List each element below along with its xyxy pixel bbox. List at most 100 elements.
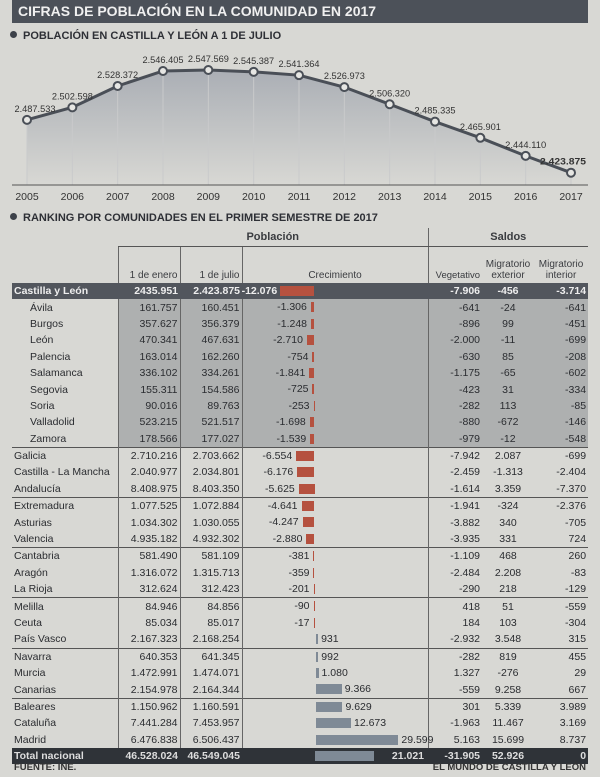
saldo-migratorio-interior: 724 <box>568 533 587 546</box>
growth-value: -253 <box>288 399 310 412</box>
pop-enero: 640.353 <box>117 647 180 665</box>
pop-julio: 4.932.302 <box>179 530 242 548</box>
population-line-chart: 2.487.533 2005 2.502.598 2006 2.528.372 2007 2… <box>12 54 588 203</box>
growth-value: -381 <box>288 550 310 563</box>
saldo-migratorio-exterior: -11 <box>482 332 535 349</box>
table-row: Asturias 1.034.302 1.030.055 -4.247 -3.882 34… <box>12 514 588 531</box>
pop-julio: 1.030.055 <box>179 514 242 531</box>
ranking-table: Población Saldos 1 de enero 1 de julio C… <box>12 228 589 765</box>
table-row: Total nacional 46.528.024 46.549.045 21.021… <box>12 747 589 765</box>
saldo-migratorio-interior: 8.737 <box>559 733 587 746</box>
table-row: Valencia 4.935.182 4.932.302 -2.880 -3.935 33… <box>12 530 588 548</box>
saldo-migratorio-interior: -699 <box>534 332 589 349</box>
growth-cell: 29.599 <box>241 731 434 748</box>
growth-cell: -6.554 <box>241 446 429 465</box>
saldo-vegetativo: -2.459 <box>427 464 483 481</box>
growth-cell: -2.880 <box>241 530 429 548</box>
table-row: Castilla - La Mancha 2.040.977 2.034.801 -6… <box>12 464 588 481</box>
growth-cell: 21.021 <box>242 747 429 765</box>
region-name: Castilla - La Mancha <box>14 466 110 479</box>
pop-julio: 2.164.344 <box>179 681 242 699</box>
saldo-migratorio-interior: -334 <box>534 381 589 398</box>
growth-value: -4.247 <box>268 516 299 529</box>
pop-julio: 2.168.254 <box>179 631 242 649</box>
x-tick-label: 2016 <box>514 191 538 203</box>
saldo-migratorio-interior: -7.370 <box>556 482 587 495</box>
growth-bar <box>297 467 315 478</box>
saldo-vegetativo: -1.941 <box>427 497 483 515</box>
saldo-migratorio-exterior: 15.699 <box>491 733 525 746</box>
saldo-migratorio-interior: -548 <box>534 430 589 448</box>
growth-value: -5.625 <box>264 482 295 495</box>
pop-enero: 523.215 <box>117 414 180 431</box>
growth-value: -2.880 <box>272 532 303 545</box>
table-row: Galicia 2.710.216 2.703.662 -6.554 -7.942 2.0… <box>12 446 589 465</box>
pop-julio: 85.017 <box>179 614 242 632</box>
region-name: León <box>12 332 118 349</box>
growth-value: -12.076 <box>241 285 278 297</box>
pop-enero: 336.102 <box>117 364 180 382</box>
saldo-vegetativo: -1.109 <box>427 547 483 565</box>
growth-bar <box>312 351 315 362</box>
saldo-migratorio-interior: 29 <box>574 667 587 680</box>
saldo-migratorio-exterior: -12 <box>482 430 535 448</box>
growth-cell: -1.306 <box>241 299 429 316</box>
saldo-migratorio-exterior: 85 <box>482 348 535 365</box>
growth-value: 1.080 <box>321 666 348 679</box>
data-point <box>384 99 395 110</box>
growth-cell: 931 <box>241 631 429 649</box>
data-point <box>22 114 32 125</box>
growth-cell: -1.539 <box>241 430 429 448</box>
data-point <box>566 167 576 178</box>
pop-julio: 467.631 <box>179 332 242 349</box>
table-row: Palencia 163.014 162.260 -754 -630 85 -208 <box>12 348 589 365</box>
region-name: Segovia <box>12 381 118 398</box>
growth-value: -1.539 <box>276 432 307 445</box>
pop-julio: 2.703.662 <box>179 446 242 465</box>
saldo-vegetativo: -896 <box>427 315 483 333</box>
growth-value: -754 <box>287 350 309 363</box>
data-label: 2.506.320 <box>369 88 410 99</box>
growth-value: -1.841 <box>275 366 306 379</box>
saldo-vegetativo: -423 <box>427 381 483 398</box>
data-label: 2.528.372 <box>97 70 138 81</box>
pop-enero: 470.341 <box>117 332 180 349</box>
growth-value: -201 <box>288 583 310 596</box>
data-point <box>158 65 168 76</box>
pop-enero: 1.150.962 <box>117 697 180 716</box>
pop-enero: 161.757 <box>117 299 180 316</box>
growth-cell: -2.710 <box>241 332 429 349</box>
x-tick-label: 2010 <box>242 191 266 203</box>
growth-cell: -1.841 <box>241 364 429 382</box>
region-name: Zamora <box>12 430 118 448</box>
saldo-vegetativo: -282 <box>427 647 483 665</box>
growth-cell: -1.248 <box>241 315 429 333</box>
pop-enero: 8.408.975 <box>117 480 180 498</box>
region-name: Valladolid <box>12 414 118 431</box>
saldo-migratorio-interior: -208 <box>534 348 589 365</box>
bullet-icon <box>10 31 17 38</box>
data-label: 2.547.569 <box>188 54 229 65</box>
growth-value: 21.021 <box>391 749 425 762</box>
growth-cell: -6.176 <box>241 464 429 481</box>
saldo-migratorio-interior: -83 <box>570 566 587 579</box>
data-point <box>430 116 440 127</box>
pop-enero: 4.935.182 <box>117 530 180 548</box>
pop-julio: 334.261 <box>179 364 242 382</box>
saldo-vegetativo: -31.905 <box>428 747 483 765</box>
pop-julio: 154.586 <box>179 381 242 398</box>
data-label: 2.541.364 <box>279 59 320 70</box>
x-tick-label: 2013 <box>378 191 402 203</box>
saldo-migratorio-exterior: 113 <box>482 397 535 415</box>
saldo-migratorio-interior: -146 <box>534 414 589 431</box>
growth-cell: -17 <box>241 614 429 632</box>
saldo-migratorio-exterior: -324 <box>482 497 535 515</box>
growth-bar <box>315 651 319 662</box>
pop-enero: 85.034 <box>117 614 180 632</box>
saldo-migratorio-interior: 455 <box>534 647 589 665</box>
data-label: 2.526.973 <box>324 71 365 82</box>
growth-bar <box>298 483 315 494</box>
growth-cell: 9.366 <box>241 681 429 699</box>
growth-value: 29.599 <box>401 733 434 746</box>
x-tick-label: 2012 <box>333 191 357 203</box>
